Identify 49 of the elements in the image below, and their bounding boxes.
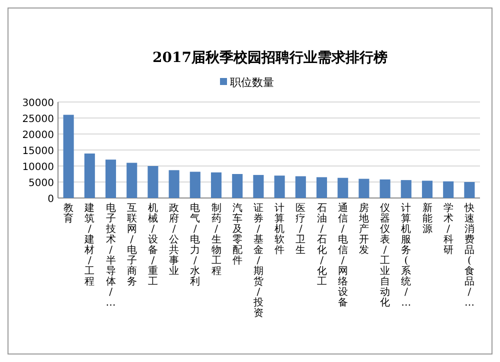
bar: [443, 181, 454, 198]
x-tick-label: 汽车及零配件: [232, 202, 242, 266]
x-tick-label: 互联网/电子商务: [126, 203, 137, 288]
x-tick-label: 房地产开发: [358, 202, 369, 256]
x-tick-label: 教育: [64, 203, 74, 224]
category-label: 通信/电信/网络设备: [338, 203, 348, 308]
bar: [168, 170, 180, 198]
x-tick-label: 石油/石化/化工: [316, 203, 327, 288]
y-tick-label: 5000: [28, 178, 54, 189]
bar: [148, 166, 158, 198]
bar: [210, 172, 222, 198]
bar: [380, 179, 390, 198]
category-label: 仪器仪表/工业自动化: [380, 203, 390, 308]
y-tick-label: 0: [48, 194, 54, 205]
bar: [422, 180, 433, 198]
bar: [464, 182, 475, 198]
bar: [338, 178, 348, 198]
bar: [105, 160, 116, 198]
x-tick-label: 医疗/卫生: [296, 203, 306, 256]
bar: [63, 114, 74, 198]
x-tick-label: 学术/科研: [443, 202, 454, 256]
category-label: 证券/基金/期货/投资: [253, 203, 264, 319]
y-tick-label: 30000: [22, 98, 54, 109]
x-tick-label: 新能源: [422, 202, 432, 235]
category-label: 电子技术/半导体/…: [106, 203, 116, 308]
bar: [190, 172, 200, 198]
bar: [126, 162, 138, 198]
x-tick-label: 计算机软件: [274, 202, 285, 256]
chart-title: 2017届秋季校园招聘行业需求排行榜: [152, 49, 388, 66]
category-label: 快速消费品(食品/…: [464, 203, 474, 308]
y-tick-label: 20000: [22, 130, 54, 141]
x-tick-label: 建筑/建材/工程: [84, 202, 95, 288]
bar: [295, 176, 306, 198]
category-label: 计算机服务(系统/…: [401, 203, 412, 308]
bar: [84, 154, 95, 198]
bar: [316, 177, 328, 198]
x-tick-label: 电气/电力/水利: [190, 202, 200, 288]
bar: [253, 174, 264, 198]
y-tick-label: 10000: [22, 162, 54, 173]
y-tick-label: 15000: [22, 146, 54, 157]
legend-label: 职位数量: [230, 76, 274, 89]
bar: [358, 178, 370, 198]
bar: [232, 174, 243, 198]
x-tick-label: 政府/公共事业: [169, 203, 180, 277]
y-tick-label: 25000: [22, 114, 54, 125]
x-tick-label: 制药/生物工程: [211, 202, 222, 277]
bar: [400, 180, 412, 198]
x-tick-label: 机械/设备/重工: [148, 202, 158, 288]
bar: [274, 176, 285, 198]
